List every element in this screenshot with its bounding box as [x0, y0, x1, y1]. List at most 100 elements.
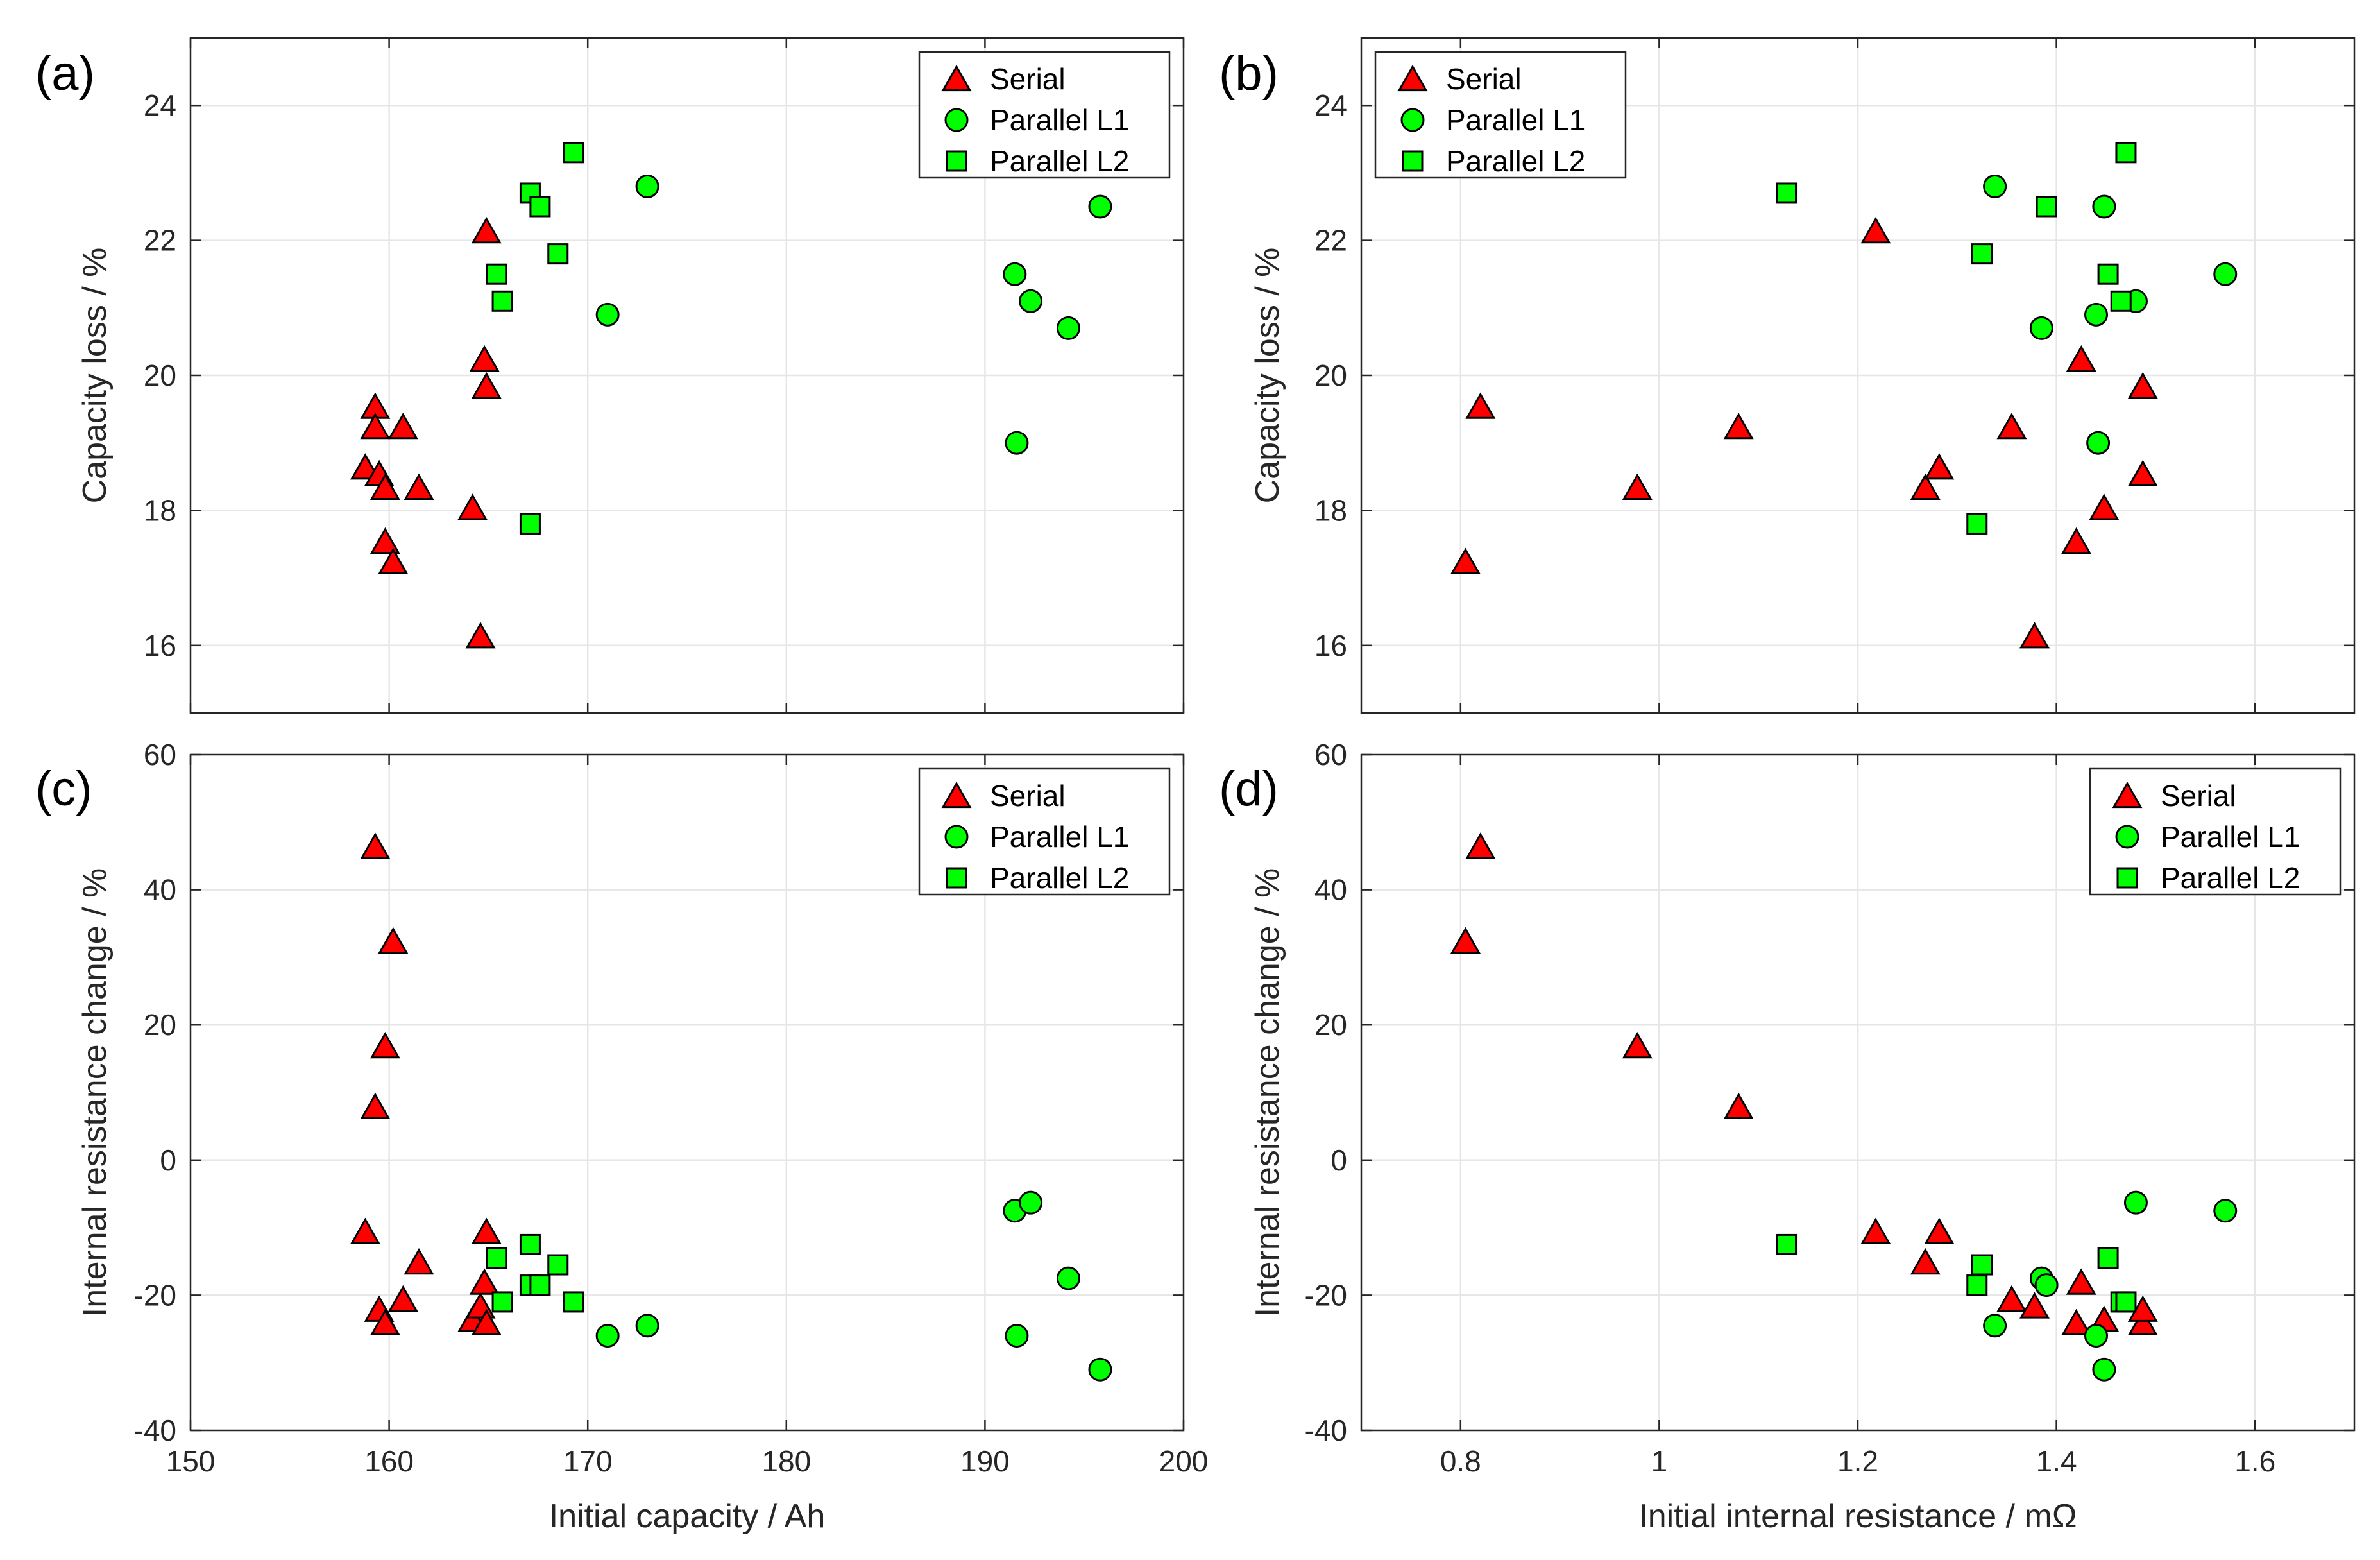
data-point-serial	[471, 1308, 502, 1335]
data-point-serial	[2127, 372, 2158, 399]
data-point-serial	[404, 1247, 434, 1275]
y-tick-label: 0	[160, 1144, 176, 1177]
data-point-parallel-l2	[2115, 142, 2137, 164]
y-tick-label: 40	[144, 873, 176, 907]
data-point-serial	[471, 372, 502, 399]
data-point-parallel-l1	[1019, 289, 1043, 313]
data-point-serial	[2066, 1268, 2096, 1295]
data-point-parallel-l1	[1003, 262, 1027, 286]
data-point-serial	[378, 927, 409, 954]
data-point-parallel-l1	[2213, 1199, 2238, 1223]
data-point-serial	[360, 832, 391, 859]
data-point-serial	[370, 1031, 400, 1059]
x-tick-label: 1	[1651, 1444, 1668, 1478]
axes-frame	[189, 37, 1185, 714]
data-point-parallel-l2	[547, 243, 569, 265]
legend-marker-parallel-l1	[944, 108, 969, 132]
legend-marker-parallel-l2	[946, 867, 967, 889]
data-point-serial	[387, 1285, 418, 1312]
data-point-serial	[1723, 413, 1754, 440]
x-tick-label: 1.2	[1837, 1444, 1878, 1478]
legend-label-parallel-l1: Parallel L1	[990, 820, 1129, 853]
data-point-parallel-l2	[1776, 182, 1798, 204]
y-tick-label: 20	[144, 359, 176, 392]
axes-frame	[1360, 37, 2356, 714]
x-tick-label: 170	[563, 1444, 613, 1478]
panel-label: (a)	[35, 46, 95, 101]
data-point-serial	[360, 1092, 391, 1119]
series-serial	[350, 216, 502, 649]
data-point-parallel-l2	[486, 1247, 507, 1269]
y-tick-label: 24	[1314, 89, 1347, 122]
data-point-parallel-l1	[1088, 1357, 1112, 1382]
y-tick-label: 16	[1314, 629, 1347, 662]
panel-label: (c)	[35, 762, 92, 816]
data-point-parallel-l2	[519, 1233, 541, 1255]
series-parallel-l1	[595, 174, 1112, 455]
legend-marker-parallel-l1	[1400, 108, 1425, 132]
data-point-serial	[1622, 1031, 1653, 1059]
data-point-parallel-l1	[595, 302, 620, 327]
series-parallel-l1	[1983, 174, 2238, 455]
data-point-parallel-l2	[1966, 513, 1988, 535]
legend-label-parallel-l2: Parallel L2	[990, 861, 1129, 895]
data-point-parallel-l1	[2092, 1357, 2116, 1382]
data-point-serial	[1860, 216, 1891, 244]
data-point-parallel-l1	[1983, 1314, 2007, 1338]
panel-4: 0.8 1 1.2 1.4 1.6 -40 -20 0 20 40 60 Serial Parallel…	[1219, 738, 2356, 1535]
x-tick-label: 180	[761, 1444, 811, 1478]
data-point-parallel-l1	[1088, 194, 1112, 219]
data-point-serial	[471, 1217, 502, 1244]
data-point-parallel-l2	[491, 290, 513, 312]
data-point-serial	[370, 473, 400, 500]
data-point-parallel-l1	[1005, 1324, 1029, 1348]
data-point-parallel-l1	[595, 1324, 620, 1348]
data-point-parallel-l2	[519, 513, 541, 535]
data-point-serial	[378, 547, 409, 574]
data-point-serial	[1910, 473, 1941, 500]
data-point-serial	[2061, 1308, 2092, 1335]
legend-marker-parallel-l2	[1402, 150, 1424, 172]
legend-label-parallel-l1: Parallel L1	[1446, 103, 1585, 137]
panel-1: 16 18 20 22 24 Serial Parallel L1 Parallel L2 In…	[35, 37, 1185, 1535]
legend-label-serial: Serial	[990, 779, 1066, 812]
data-point-serial	[1924, 453, 1955, 480]
data-point-serial	[1465, 392, 1496, 419]
data-point-parallel-l1	[2034, 1273, 2059, 1298]
data-point-parallel-l1	[1983, 174, 2007, 198]
data-point-serial	[1450, 927, 1481, 954]
data-point-serial	[387, 413, 418, 440]
y-tick-label: 18	[1314, 493, 1347, 527]
data-point-parallel-l2	[1971, 243, 1993, 265]
legend-marker-parallel-l1	[944, 825, 969, 849]
legend: Serial Parallel L1 Parallel L2	[1374, 51, 1627, 179]
y-tick-label: 22	[1314, 224, 1347, 257]
data-point-serial	[2019, 622, 2050, 649]
x-tick-label: 1.6	[2234, 1444, 2275, 1478]
y-tick-label: 60	[1314, 738, 1347, 771]
y-axis-label: Capacity loss / %	[1249, 248, 1286, 504]
y-tick-label: 20	[144, 1008, 176, 1041]
legend-label-serial: Serial	[2161, 779, 2236, 812]
data-point-parallel-l2	[563, 142, 585, 164]
y-tick-label: 16	[144, 629, 176, 662]
data-point-serial	[1450, 547, 1481, 574]
series-parallel-l1	[595, 1190, 1112, 1382]
legend-label-parallel-l2: Parallel L2	[2161, 861, 2300, 895]
data-point-serial	[1723, 1092, 1754, 1119]
data-point-serial	[1996, 1285, 2027, 1312]
data-point-parallel-l1	[1005, 431, 1029, 455]
x-tick-label: 190	[960, 1444, 1010, 1478]
panel-2: 16 18 20 22 24 Serial Parallel L1 Parallel L2 Ca…	[1219, 37, 2356, 714]
legend: Serial Parallel L1 Parallel L2	[918, 51, 1171, 179]
series-parallel-l2	[1776, 142, 2137, 535]
data-point-parallel-l1	[2084, 1324, 2109, 1348]
legend-marker-serial	[1397, 64, 1428, 92]
panel-3: 150 160 170 180 190 200 -40 -20 0 20 40 60 Serial Par…	[35, 738, 1208, 1535]
legend: Serial Parallel L1 Parallel L2	[2089, 767, 2342, 896]
legend-label-serial: Serial	[990, 62, 1066, 96]
data-point-parallel-l2	[529, 196, 551, 218]
legend-marker-parallel-l2	[2116, 867, 2138, 889]
legend-label-parallel-l2: Parallel L2	[1446, 144, 1585, 178]
